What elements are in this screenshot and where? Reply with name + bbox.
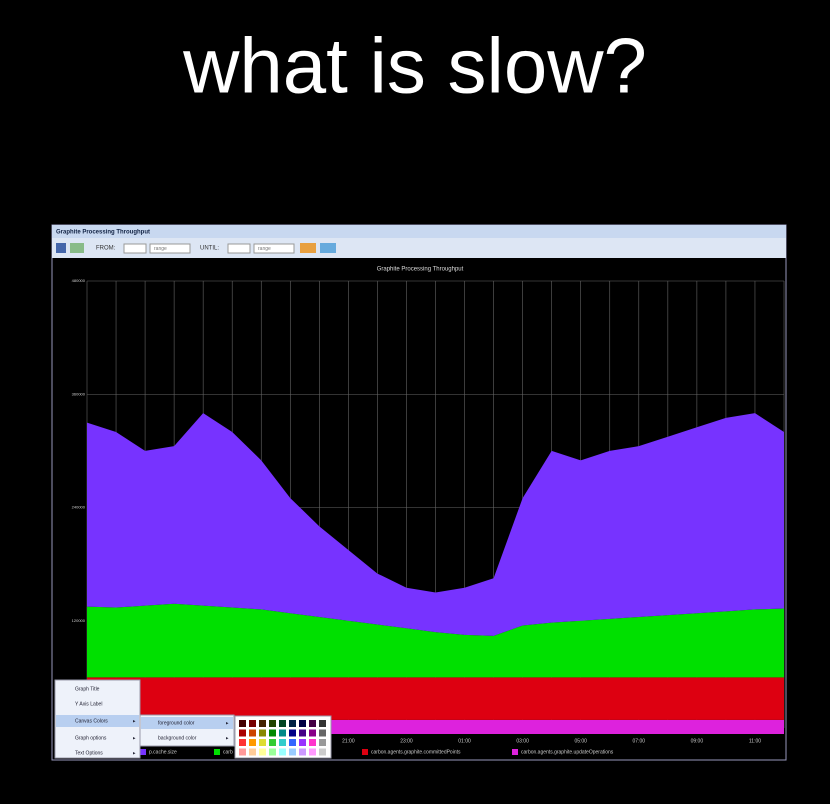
color-swatch[interactable] [259,739,266,746]
color-swatch[interactable] [299,748,306,756]
y-tick-label: 480000 [72,278,86,283]
submenu-highlight [141,717,233,729]
x-tick-label: 07:00 [633,738,646,744]
color-swatch[interactable] [319,720,326,727]
from-range-text: range [154,246,167,252]
menu-arrow: ▸ [133,718,136,724]
until-label: UNTIL: [200,246,219,252]
menu-item[interactable]: Canvas Colors [75,718,108,724]
color-swatch[interactable] [259,720,266,727]
legend-label: carb [223,749,233,755]
color-swatch[interactable] [309,720,316,727]
legend-swatch [512,749,518,755]
from-input[interactable] [123,243,147,254]
area [87,413,784,636]
slide-title: what is slow? [182,22,647,110]
submenu-arrow: ▸ [226,735,229,741]
color-swatch[interactable] [309,748,316,756]
color-swatch[interactable] [289,748,296,756]
x-tick-label: 09:00 [691,738,704,744]
color-swatch[interactable] [279,720,286,727]
color-swatch[interactable] [309,729,316,737]
color-swatch[interactable] [269,748,276,756]
legend-label: carbon.agents.graphite.committedPoints [371,749,461,755]
color-swatch[interactable] [269,739,276,746]
save-icon[interactable] [56,243,66,253]
from-range[interactable] [149,243,191,254]
color-swatch[interactable] [279,729,286,737]
menu-item[interactable]: Text Options [75,750,103,756]
color-swatch[interactable] [299,739,306,746]
color-swatch[interactable] [239,748,246,756]
options-icon[interactable] [320,243,336,253]
legend-swatch [214,749,220,755]
legend-label: carbon.agents.graphite.updateOperations [521,749,614,755]
menu-item[interactable]: Graph options [75,735,107,741]
legend-label: p.cache.size [149,749,177,755]
area [87,603,784,678]
window-titlebar [52,225,786,238]
chart-title: Graphite Processing Throughput [377,267,464,273]
color-swatch[interactable] [249,739,256,746]
color-swatch[interactable] [289,720,296,727]
context-menu: Graph Title Y Axis Label Canvas Colors ▸ Gra… [54,679,332,759]
x-tick-label: 03:00 [516,738,529,744]
until-range[interactable] [253,243,295,254]
color-swatch[interactable] [259,729,266,737]
color-swatch[interactable] [239,729,246,737]
x-tick-label: 05:00 [574,738,587,744]
y-tick-label: 360000 [72,391,86,396]
color-swatch[interactable] [319,748,326,756]
color-swatch[interactable] [259,748,266,756]
color-swatch[interactable] [289,729,296,737]
color-swatch[interactable] [249,720,256,727]
color-swatch[interactable] [239,739,246,746]
color-swatch[interactable] [249,748,256,756]
color-swatch[interactable] [289,739,296,746]
x-tick-label: 01:00 [458,738,471,744]
color-swatch[interactable] [269,729,276,737]
update-icon[interactable] [300,243,316,253]
color-swatch[interactable] [309,739,316,746]
menu-arrow: ▸ [133,735,136,741]
color-swatch[interactable] [299,720,306,727]
from-label: FROM: [96,246,116,252]
submenu-item[interactable]: background color [158,735,197,741]
window-title: Graphite Processing Throughput [56,230,150,236]
until-input[interactable] [227,243,251,254]
until-range-text: range [258,246,271,252]
legend-swatch [362,749,368,755]
y-tick-label: 240000 [72,505,86,510]
submenu-arrow: ▸ [226,720,229,726]
color-swatch[interactable] [249,729,256,737]
menu-item[interactable]: Graph Title [75,686,100,692]
submenu-item[interactable]: foreground color [158,720,195,726]
x-tick-label: 11:00 [749,738,761,744]
y-tick-label: 120000 [72,618,86,623]
legend: p.cache.size carb carbon.agents.graphite.c… [140,749,614,755]
x-tick-label: 23:00 [400,738,413,744]
menu-item[interactable]: Y Axis Label [75,701,102,707]
color-swatch[interactable] [279,748,286,756]
color-swatch[interactable] [319,729,326,737]
color-swatch[interactable] [239,720,246,727]
menu-highlight [56,715,139,727]
area [87,677,784,720]
legend-swatch [140,749,146,755]
color-swatch[interactable] [299,729,306,737]
menu-arrow: ▸ [133,750,136,756]
color-swatch[interactable] [279,739,286,746]
color-swatch[interactable] [269,720,276,727]
x-tick-label: 21:00 [342,738,355,744]
graph-icon[interactable] [70,243,84,253]
color-swatch[interactable] [319,739,326,746]
